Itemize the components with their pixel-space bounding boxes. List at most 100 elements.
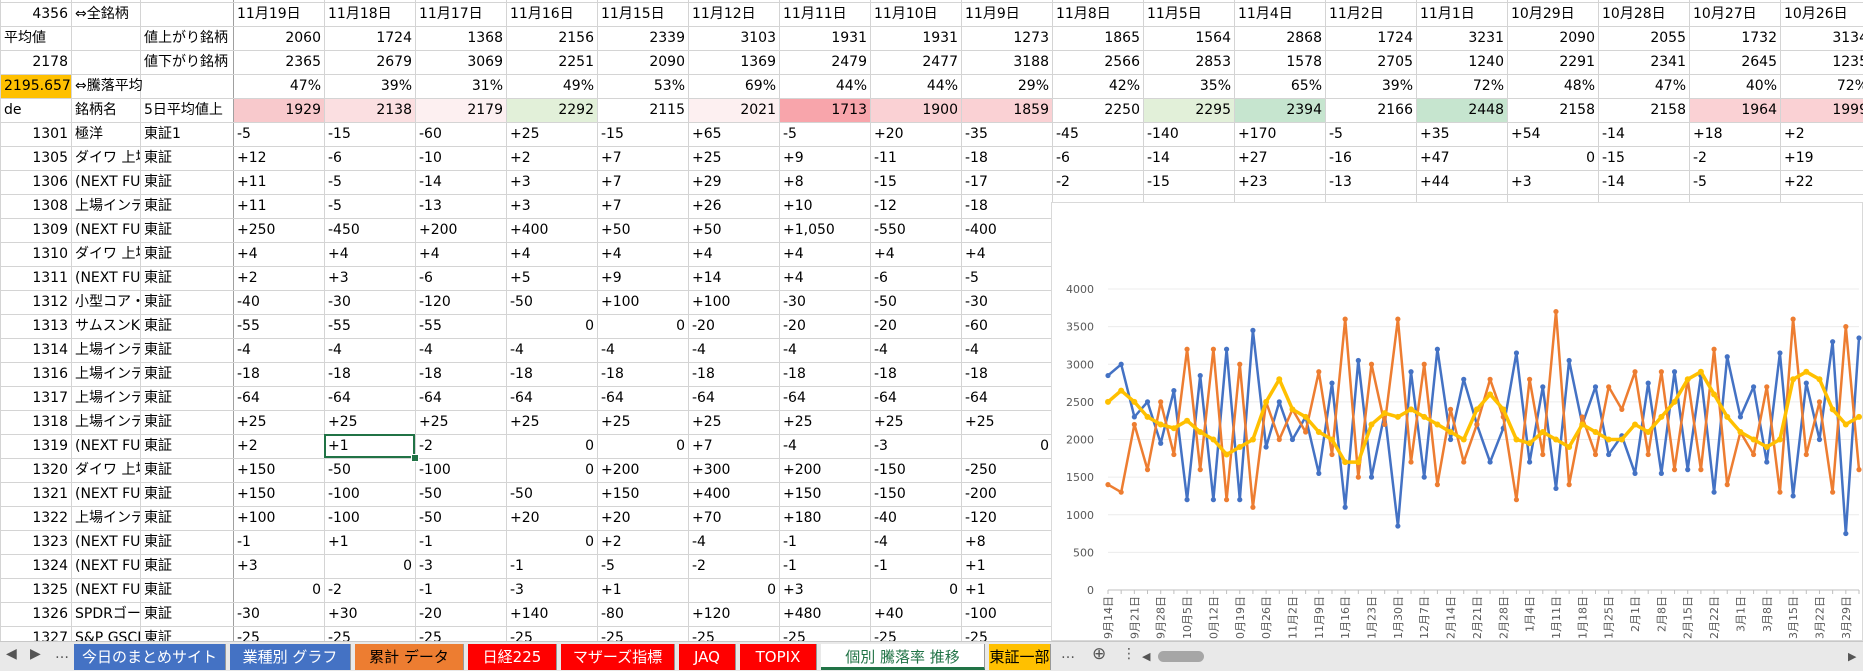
sheet-tab[interactable]: TOPIX <box>740 644 817 670</box>
change-cell[interactable]: +180 <box>783 510 822 526</box>
summary-value[interactable]: 2178 <box>32 54 68 70</box>
change-cell[interactable]: -100 <box>328 510 360 526</box>
change-cell[interactable]: -100 <box>419 462 451 478</box>
summary-cell[interactable]: 2090 <box>1559 30 1595 46</box>
change-cell[interactable]: -5 <box>328 198 342 214</box>
summary-cell[interactable]: 2705 <box>1377 54 1413 70</box>
change-cell[interactable]: +23 <box>1238 174 1268 190</box>
change-cell[interactable]: -5 <box>328 174 342 190</box>
market[interactable]: 東証 <box>144 246 172 262</box>
change-cell[interactable]: +200 <box>601 462 640 478</box>
change-cell[interactable]: -60 <box>965 318 988 334</box>
stock-name[interactable]: (NEXT FU <box>75 174 140 190</box>
date-header[interactable]: 10月26日 <box>1784 6 1848 22</box>
change-cell[interactable]: +9 <box>601 270 622 286</box>
change-cell[interactable]: -6 <box>419 270 433 286</box>
change-cell[interactable]: +150 <box>601 486 640 502</box>
change-cell[interactable]: -50 <box>874 294 897 310</box>
summary-cell[interactable]: 2250 <box>1104 102 1140 118</box>
change-cell[interactable]: -25 <box>874 630 897 641</box>
change-cell[interactable]: +200 <box>419 222 458 238</box>
change-cell[interactable]: 0 <box>585 534 594 550</box>
change-cell[interactable]: -5 <box>1693 174 1707 190</box>
stock-name[interactable]: 上場インデ <box>75 198 140 214</box>
summary-cell[interactable]: 1931 <box>831 30 867 46</box>
change-cell[interactable]: +4 <box>783 270 804 286</box>
change-cell[interactable]: -18 <box>965 366 988 382</box>
more-sheets-left[interactable]: … <box>55 646 69 662</box>
summary-cell[interactable]: 44% <box>926 78 958 94</box>
summary-cell[interactable]: 3231 <box>1468 30 1504 46</box>
change-cell[interactable]: -4 <box>874 534 888 550</box>
change-cell[interactable]: -3 <box>510 582 524 598</box>
stock-name[interactable]: SPDRゴー <box>75 606 140 622</box>
change-cell[interactable]: -18 <box>601 366 624 382</box>
date-header[interactable]: 11月12日 <box>692 6 756 22</box>
market[interactable]: 東証 <box>144 558 172 574</box>
summary-cell[interactable]: 2158 <box>1650 102 1686 118</box>
total-count[interactable]: 4356 <box>32 6 68 22</box>
change-cell[interactable]: +50 <box>601 222 631 238</box>
date-header[interactable]: 11月15日 <box>601 6 665 22</box>
change-cell[interactable]: +11 <box>237 174 267 190</box>
change-cell[interactable]: +54 <box>1511 126 1541 142</box>
date-header[interactable]: 10月29日 <box>1511 6 1575 22</box>
change-cell[interactable]: -1 <box>874 558 888 574</box>
sheet-tab[interactable]: 日経225 <box>468 644 557 670</box>
horizontal-scrollbar-thumb[interactable] <box>1158 651 1204 662</box>
change-cell[interactable]: -5 <box>965 270 979 286</box>
summary-cell[interactable]: 1724 <box>1377 30 1413 46</box>
change-cell[interactable]: -20 <box>419 606 442 622</box>
stock-code[interactable]: 1312 <box>32 294 68 310</box>
summary-cell[interactable]: 2251 <box>558 54 594 70</box>
summary-cell[interactable]: 39% <box>380 78 412 94</box>
change-cell[interactable]: +400 <box>510 222 549 238</box>
stock-code[interactable]: 1313 <box>32 318 68 334</box>
change-cell[interactable]: +1 <box>965 558 986 574</box>
summary-cell[interactable]: 1732 <box>1741 30 1777 46</box>
market[interactable]: 東証 <box>144 294 172 310</box>
change-cell[interactable]: +4 <box>328 246 349 262</box>
change-cell[interactable]: -25 <box>692 630 715 641</box>
change-cell[interactable]: -4 <box>965 342 979 358</box>
market[interactable]: 東証 <box>144 510 172 526</box>
summary-cell[interactable]: 2477 <box>922 54 958 70</box>
stock-name[interactable]: 上場インデ <box>75 510 140 526</box>
date-header[interactable]: 10月27日 <box>1693 6 1757 22</box>
market[interactable]: 東証 <box>144 486 172 502</box>
change-cell[interactable]: +4 <box>874 246 895 262</box>
sheet-tab[interactable]: 累計 データ <box>355 644 464 670</box>
change-cell[interactable]: +14 <box>692 270 722 286</box>
stock-name[interactable]: S&P GSCI <box>75 630 140 641</box>
change-cell[interactable]: -2 <box>692 558 706 574</box>
change-cell[interactable]: -25 <box>601 630 624 641</box>
summary-cell[interactable]: 2138 <box>325 99 415 122</box>
summary-cell[interactable]: 1865 <box>1104 30 1140 46</box>
change-cell[interactable]: +100 <box>692 294 731 310</box>
prev-sheet-button[interactable]: ◀ <box>6 646 17 662</box>
change-cell[interactable]: -16 <box>1329 150 1352 166</box>
summary-cell[interactable]: 42% <box>1108 78 1140 94</box>
change-cell[interactable]: +11 <box>237 198 267 214</box>
change-cell[interactable]: -18 <box>328 366 351 382</box>
change-cell[interactable]: +25 <box>328 414 358 430</box>
change-cell[interactable]: +30 <box>328 606 358 622</box>
summary-cell[interactable]: 47% <box>289 78 321 94</box>
change-cell[interactable]: -4 <box>874 342 888 358</box>
stock-name[interactable]: (NEXT FU <box>75 438 140 454</box>
summary-cell[interactable]: 2479 <box>831 54 867 70</box>
stock-name[interactable]: (NEXT FU <box>75 558 140 574</box>
summary-label[interactable]: 値下がり銘柄 <box>144 54 228 70</box>
summary-label[interactable]: ⇔騰落平均 <box>75 78 143 94</box>
change-cell[interactable]: -64 <box>328 390 351 406</box>
change-cell[interactable]: -18 <box>237 366 260 382</box>
change-cell[interactable]: +8 <box>783 174 804 190</box>
change-cell[interactable]: +25 <box>510 126 540 142</box>
summary-cell[interactable]: 3069 <box>467 54 503 70</box>
sheet-tab[interactable]: 業種別 グラフ <box>230 644 351 670</box>
summary-cell[interactable]: 1368 <box>467 30 503 46</box>
stock-name[interactable]: 上場インデ <box>75 366 140 382</box>
stock-code[interactable]: 1327 <box>32 630 68 641</box>
change-cell[interactable]: +1 <box>328 534 349 550</box>
change-cell[interactable]: -4 <box>237 342 251 358</box>
